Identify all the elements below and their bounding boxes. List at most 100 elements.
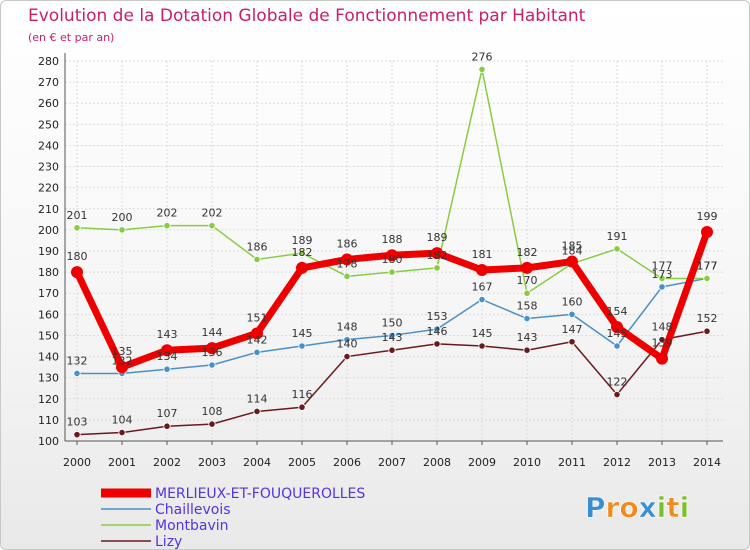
y-tick-label: 220 [38, 182, 59, 195]
point-montbavin [658, 274, 666, 283]
point-lizy [523, 346, 531, 354]
point-merlieux-et-fouquerolles [296, 261, 308, 274]
x-tick-label: 2010 [513, 456, 541, 469]
data-label-montbavin: 191 [607, 230, 628, 243]
logo-letter: i [680, 491, 690, 524]
point-merlieux-et-fouquerolles [611, 321, 623, 333]
data-label-merlieux-et-fouquerolles: 185 [562, 240, 583, 253]
chart-title: Evolution de la Dotation Globale de Fonc… [28, 6, 586, 26]
point-chaillevois [433, 325, 441, 333]
point-chaillevois [523, 314, 531, 323]
data-label-chaillevois: 177 [697, 259, 718, 272]
data-label-merlieux-et-fouquerolles: 186 [337, 237, 358, 250]
point-lizy [433, 340, 441, 348]
point-chaillevois [343, 336, 351, 344]
data-label-montbavin: 177 [652, 259, 673, 272]
data-label-lizy: 146 [427, 325, 448, 338]
point-montbavin [388, 268, 396, 276]
data-label-lizy: 104 [112, 414, 133, 427]
data-label-lizy: 148 [652, 321, 673, 334]
data-label-chaillevois: 160 [562, 295, 583, 308]
data-label-chaillevois: 142 [247, 333, 268, 346]
data-label-merlieux-et-fouquerolles: 188 [382, 233, 403, 246]
data-label-merlieux-et-fouquerolles: 151 [247, 311, 268, 324]
legend-label-lizy: Lizy [155, 534, 182, 550]
point-lizy [568, 338, 576, 346]
data-label-chaillevois: 150 [382, 316, 403, 329]
point-montbavin [433, 264, 441, 272]
x-tick-label: 2012 [603, 456, 631, 469]
point-merlieux-et-fouquerolles [521, 261, 533, 274]
point-chaillevois [208, 361, 216, 369]
chart-subtitle: (en € et par an) [28, 31, 114, 44]
logo-letter: r [606, 491, 620, 524]
y-tick-label: 110 [38, 414, 59, 427]
point-montbavin [253, 255, 261, 264]
data-label-chaillevois: 132 [112, 354, 133, 367]
legend: MERLIEUX-ET-FOUQUEROLLESChaillevoisMontb… [101, 486, 365, 550]
point-merlieux-et-fouquerolles [431, 247, 443, 260]
point-merlieux-et-fouquerolles [341, 253, 353, 266]
data-label-chaillevois: 145 [607, 327, 628, 340]
data-label-montbavin: 182 [427, 249, 448, 262]
logo-text: Proxiti [585, 491, 689, 524]
logo-letter: i [657, 491, 667, 524]
data-label-chaillevois: 134 [157, 350, 178, 363]
y-tick-label: 260 [38, 97, 59, 110]
y-tick-label: 270 [38, 76, 59, 89]
data-label-merlieux-et-fouquerolles: 182 [517, 246, 538, 259]
data-label-lizy: 147 [562, 323, 583, 336]
point-lizy [613, 390, 621, 399]
point-lizy [118, 428, 126, 437]
point-lizy [208, 420, 216, 428]
series-layer [71, 65, 713, 439]
data-label-lizy: 122 [607, 376, 628, 389]
data-label-montbavin: 178 [337, 257, 358, 270]
point-merlieux-et-fouquerolles [476, 264, 488, 276]
x-tick-label: 2008 [423, 456, 451, 469]
point-montbavin [343, 272, 351, 280]
proxiti-logo: Proxiti [585, 491, 690, 525]
point-chaillevois [388, 331, 396, 340]
point-chaillevois [478, 295, 486, 304]
data-label-chaillevois: 148 [337, 321, 358, 334]
data-label-chaillevois: 158 [517, 300, 538, 313]
point-lizy [73, 431, 81, 439]
point-merlieux-et-fouquerolles [71, 266, 83, 279]
y-tick-label: 280 [38, 55, 59, 68]
point-montbavin [208, 222, 216, 230]
y-tick-label: 160 [38, 308, 59, 321]
data-label-montbavin: 180 [382, 253, 403, 266]
axes: 100 110 120 130 140 150 160 170 180 190 200 210 220 2… [38, 53, 723, 469]
point-chaillevois [163, 365, 171, 373]
y-tick-label: 200 [38, 224, 59, 237]
x-tick-label: 2011 [558, 456, 586, 469]
point-lizy [253, 407, 261, 416]
data-label-merlieux-et-fouquerolles: 181 [472, 248, 493, 261]
data-label-lizy: 114 [247, 392, 268, 405]
point-chaillevois [298, 342, 306, 350]
legend-label-montbavin: Montbavin [155, 518, 229, 534]
data-label-chaillevois: 173 [652, 268, 673, 281]
data-label-merlieux-et-fouquerolles: 199 [697, 210, 718, 223]
x-tick-label: 2005 [288, 456, 316, 469]
logo-letter: o [619, 491, 638, 524]
point-merlieux-et-fouquerolles [161, 344, 173, 357]
data-label-chaillevois: 167 [472, 281, 493, 294]
data-label-merlieux-et-fouquerolles: 144 [202, 326, 223, 339]
data-label-merlieux-et-fouquerolles: 180 [67, 250, 88, 263]
data-label-lizy: 116 [292, 388, 313, 401]
data-label-merlieux-et-fouquerolles: 154 [607, 305, 628, 318]
point-merlieux-et-fouquerolles [116, 361, 128, 374]
x-tick-label: 2013 [648, 456, 676, 469]
x-tick-label: 2001 [108, 456, 136, 469]
data-label-chaillevois: 132 [67, 354, 88, 367]
data-label-montbavin: 202 [202, 207, 223, 220]
y-tick-label: 230 [38, 161, 59, 174]
legend-label-chaillevois: Chaillevois [155, 502, 231, 518]
data-label-lizy: 107 [157, 407, 178, 420]
point-montbavin [523, 289, 531, 297]
x-tick-label: 2000 [63, 456, 91, 469]
